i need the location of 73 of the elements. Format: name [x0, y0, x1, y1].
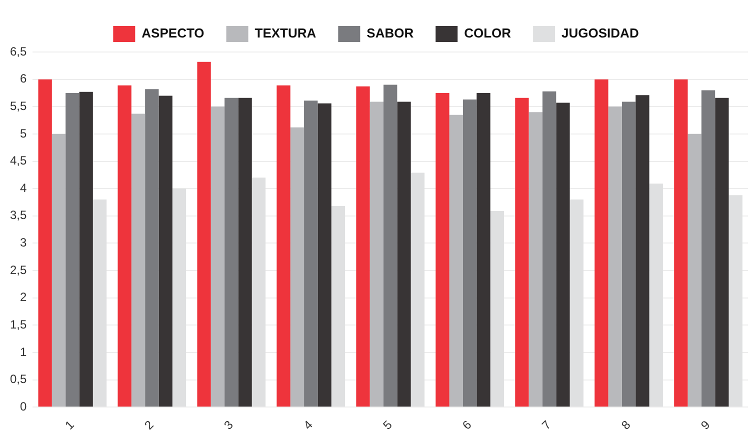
bar: [52, 134, 66, 407]
bar: [570, 200, 584, 407]
bar: [92, 200, 107, 407]
bar: [449, 114, 463, 407]
bar: [158, 96, 172, 407]
bar: [276, 85, 290, 407]
bar: [131, 114, 146, 407]
bar: [38, 79, 52, 407]
bar: [397, 102, 411, 407]
y-tick-label: 4,5: [10, 154, 27, 168]
bar: [224, 98, 238, 407]
y-tick-label: 0: [20, 399, 27, 414]
y-tick-label: 6,5: [10, 44, 27, 58]
x-tick-label: 6: [460, 418, 475, 432]
y-tick-label: 5: [20, 126, 27, 140]
x-tick-label: 5: [380, 418, 396, 432]
legend-label: SABOR: [366, 26, 414, 41]
x-tick-label: 8: [618, 418, 634, 432]
bar: [318, 103, 332, 407]
bar: [715, 98, 729, 407]
bar: [370, 102, 384, 407]
x-tick-label: 1: [62, 418, 78, 432]
bar: [197, 62, 211, 407]
bar: [145, 89, 159, 407]
legend-label: TEXTURA: [254, 26, 317, 41]
x-tick-label: 3: [221, 418, 236, 432]
x-tick-label: 7: [539, 418, 554, 432]
bar: [304, 100, 318, 407]
y-tick-label: 6: [20, 72, 27, 86]
bar: [490, 210, 504, 407]
bar: [674, 79, 688, 407]
bar: [384, 84, 398, 407]
y-tick-label: 2,5: [10, 262, 27, 277]
legend-label: ASPECTO: [142, 26, 204, 41]
bar: [238, 98, 252, 407]
bar: [542, 91, 556, 407]
x-tick-label: 9: [698, 418, 713, 432]
bar: [356, 86, 370, 407]
y-tick-label: 1: [20, 344, 27, 359]
bar: [622, 102, 636, 407]
bar: [608, 106, 622, 407]
bar: [331, 206, 346, 407]
bar: [556, 102, 570, 407]
y-tick-label: 3: [20, 236, 27, 250]
bar: [118, 85, 132, 407]
bar: [252, 178, 266, 407]
bar: [66, 92, 80, 407]
bar: [79, 92, 93, 407]
bar: [436, 92, 450, 407]
bar: [594, 79, 608, 407]
bar: [515, 98, 529, 407]
y-tick-label: 5,5: [10, 98, 27, 113]
bar: [636, 95, 650, 407]
bar: [649, 184, 663, 407]
x-tick-label: 4: [300, 418, 316, 432]
y-tick-label: 2: [20, 290, 27, 304]
bar: [476, 92, 490, 407]
bar: [410, 172, 425, 407]
bar: [172, 188, 186, 407]
x-tick-label: 2: [142, 418, 157, 432]
bar: [290, 127, 304, 407]
y-tick-label: 1,5: [10, 317, 27, 332]
bar: [462, 100, 477, 407]
bar: [701, 90, 716, 407]
bar: [528, 112, 542, 407]
bar: [688, 134, 702, 407]
legend-label: COLOR: [464, 26, 512, 41]
y-tick-label: 3,5: [10, 208, 27, 222]
bar: [210, 106, 225, 407]
bar: [728, 195, 742, 407]
legend-label: JUGOSIDAD: [562, 26, 639, 41]
y-tick-label: 4: [20, 180, 27, 195]
y-tick-label: 0,5: [10, 372, 27, 386]
